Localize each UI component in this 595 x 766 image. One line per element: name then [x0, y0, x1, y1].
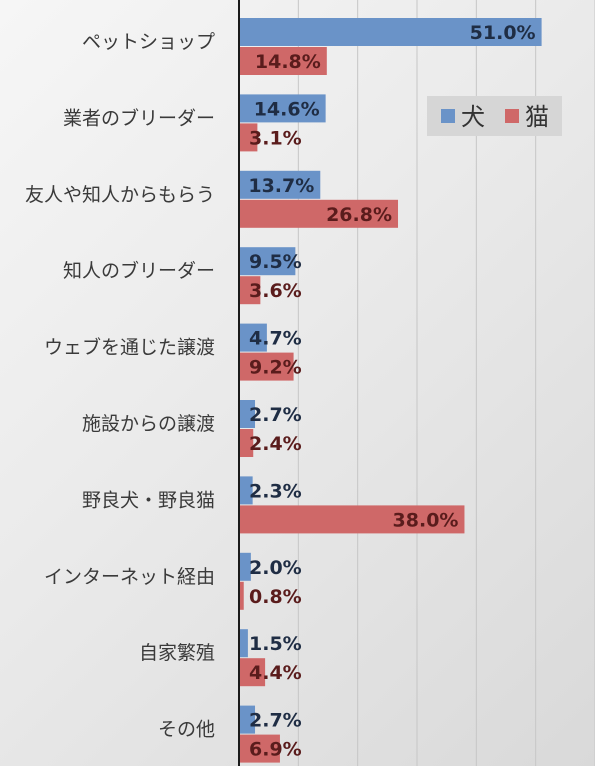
data-label: 4.4% — [249, 662, 302, 684]
bar-cat — [239, 47, 327, 75]
data-label: 2.7% — [249, 404, 302, 426]
value-labels: 51.0% 14.8% 14.6% 3.1% 13.7% 26.8% 9.5% 3.6% 4.7… — [248, 22, 535, 761]
category-label: ペットショップ — [82, 31, 215, 53]
legend-swatch — [505, 109, 519, 123]
legend-swatch — [441, 109, 455, 123]
data-label: 2.7% — [249, 710, 302, 732]
legend-label: 犬 — [461, 103, 485, 131]
data-label: 13.7% — [248, 175, 314, 197]
bar-cat — [239, 658, 266, 687]
category-labels: ペットショップ業者のブリーダー友人や知人からもらう知人のブリーダーウェブを通じた… — [25, 31, 215, 741]
bar-dog — [239, 400, 256, 428]
bar-cat — [239, 276, 261, 305]
data-label: 14.8% — [255, 51, 321, 73]
bar-cat — [239, 199, 399, 228]
data-label: 14.6% — [254, 98, 320, 120]
data-label: 4.7% — [249, 328, 302, 350]
bar-dog — [239, 94, 326, 123]
bar-dog — [239, 170, 321, 199]
category-label: 業者のブリーダー — [63, 106, 215, 129]
bar-cat — [239, 123, 258, 152]
bar-dog — [239, 476, 253, 505]
category-label: インターネット経由 — [44, 566, 215, 588]
category-label: 友人や知人からもらう — [25, 184, 215, 206]
bar-dog — [239, 247, 296, 276]
data-label: 1.5% — [249, 633, 302, 655]
category-label: 施設からの譲渡 — [82, 413, 215, 435]
data-label: 9.5% — [249, 251, 302, 273]
category-label: 自家繁殖 — [139, 642, 215, 664]
data-label: 38.0% — [393, 509, 459, 531]
data-label: 3.6% — [249, 280, 302, 302]
data-label: 3.1% — [249, 127, 302, 149]
category-label: その他 — [158, 719, 215, 741]
bar-cat — [239, 505, 465, 534]
bar-dog — [239, 629, 248, 658]
bar-dog — [239, 705, 256, 734]
data-label: 2.3% — [249, 480, 302, 502]
legend-label: 猫 — [525, 103, 549, 131]
data-label: 51.0% — [470, 22, 536, 44]
legend: 犬猫 — [427, 96, 562, 136]
bar-dog — [239, 552, 251, 581]
bars — [239, 18, 542, 763]
data-label: 9.2% — [249, 357, 302, 379]
bar-cat — [239, 581, 244, 610]
category-label: ウェブを通じた譲渡 — [44, 336, 215, 359]
bar-cat — [239, 352, 294, 381]
bar-cat — [239, 429, 254, 457]
data-label: 6.9% — [249, 739, 302, 761]
data-label: 0.8% — [249, 586, 302, 608]
bar-cat — [239, 734, 280, 763]
bar-dog — [239, 18, 542, 46]
category-label: 知人のブリーダー — [63, 259, 215, 282]
data-label: 2.0% — [249, 557, 302, 579]
data-label: 2.4% — [249, 433, 302, 455]
category-label: 野良犬・野良猫 — [82, 489, 215, 511]
bar-dog — [239, 323, 267, 352]
data-label: 26.8% — [326, 204, 392, 226]
